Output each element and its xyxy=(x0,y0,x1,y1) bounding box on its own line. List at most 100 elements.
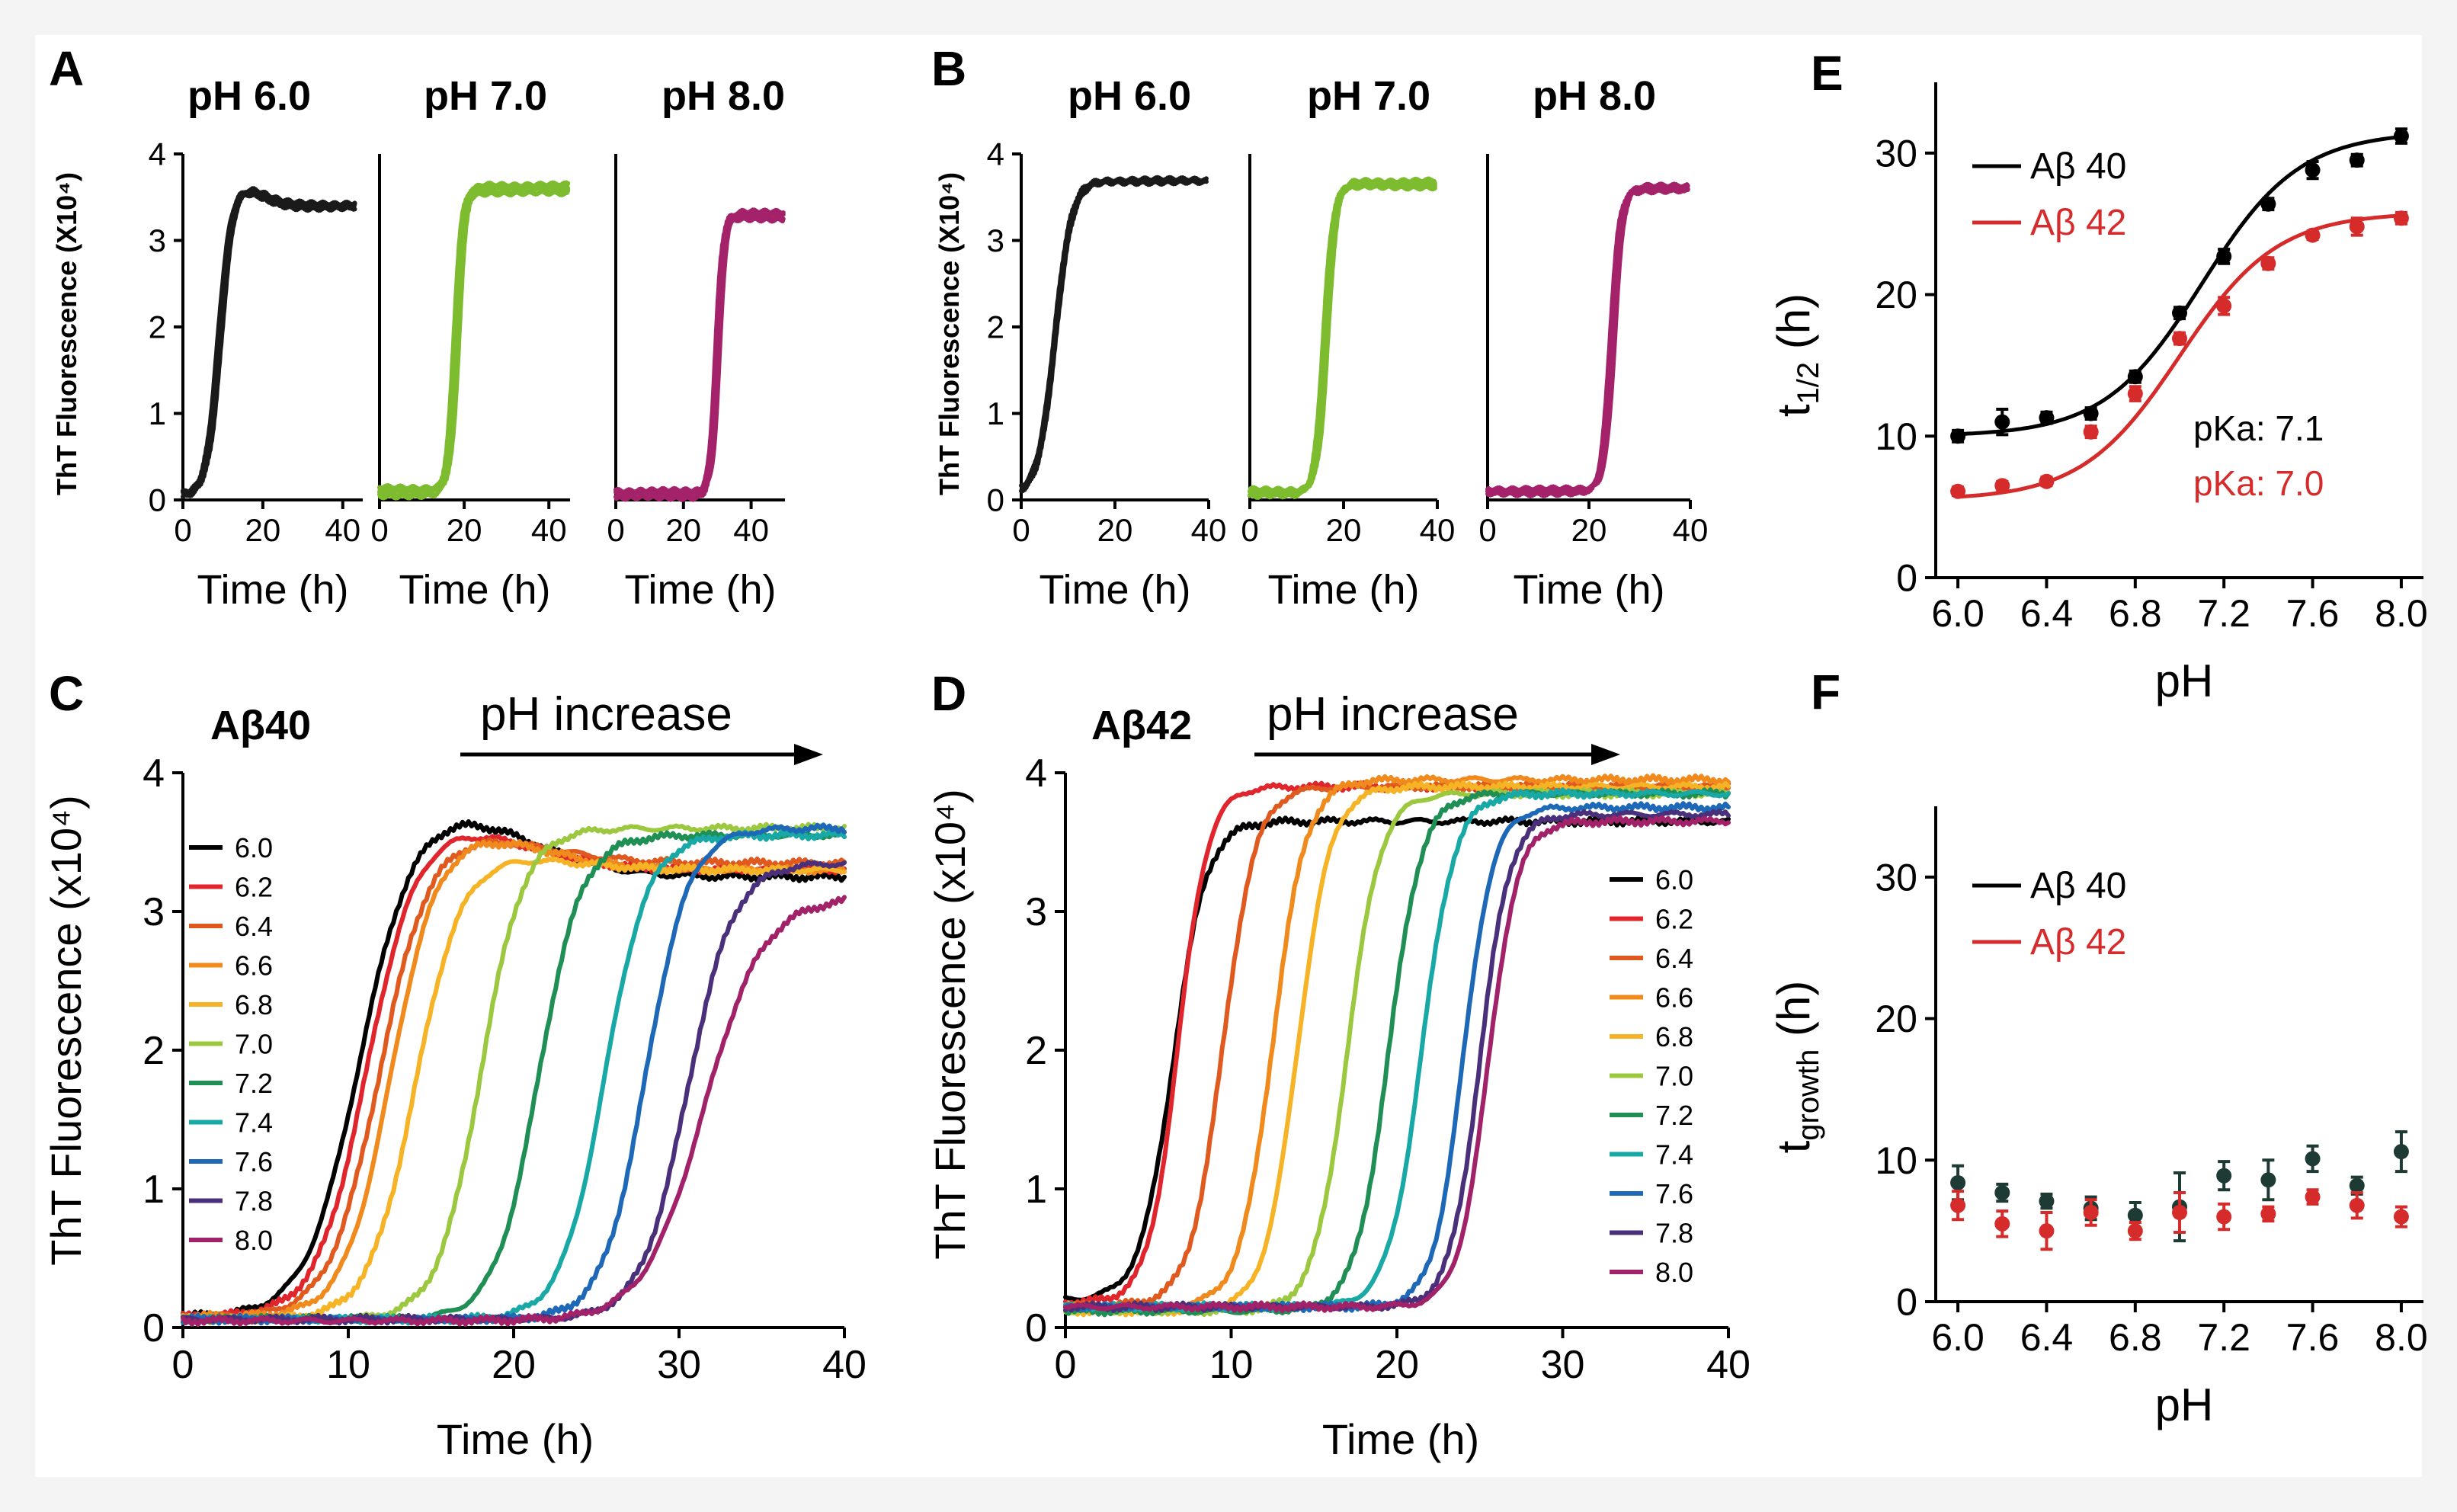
panel-f-ytick-label: 0 xyxy=(1896,1281,1917,1324)
panel-f-point xyxy=(2305,1189,2321,1205)
panel-e-point xyxy=(1994,478,2010,494)
panel-b-x-axis-label-2: Time (h) xyxy=(1514,567,1665,613)
panel-b-curve-0-rep1 xyxy=(1019,177,1209,494)
panel-c-xtick-label: 30 xyxy=(657,1343,701,1387)
panel-e-point xyxy=(1950,483,1966,499)
panel-e-plot: 0 10 20 30 6.0 6.4 6.8 7.2 7.6 8.0 xyxy=(1875,82,2428,635)
panel-e-xtick-label: 6.8 xyxy=(2109,592,2162,635)
panel-c-ph-increase-label: pH increase xyxy=(480,688,732,741)
panel-b-y-axis-label: ThT Fluorescence (X10⁴) xyxy=(934,172,965,495)
panel-c-legend-label: 6.8 xyxy=(235,989,273,1020)
panel-a-sub0-xtick-label: 0 xyxy=(174,512,191,548)
panel-e-point xyxy=(1950,428,1966,444)
panel-e-chart: 0 10 20 30 6.0 6.4 6.8 7.2 7.6 8.0 Aβ 40 Aβ 42 pK… xyxy=(1768,82,2428,706)
panel-b-sub1-xtick-label: 40 xyxy=(1420,512,1456,548)
panel-d-ytick-label: 3 xyxy=(1025,890,1047,934)
panel-c-ytick-label: 1 xyxy=(143,1168,165,1212)
panel-a-plot-ph7: 0 20 40 Time (h) xyxy=(370,154,571,613)
panel-f-point xyxy=(2039,1223,2055,1239)
panel-e-ytick-label: 30 xyxy=(1875,132,1917,175)
panel-e-pka-ab42: pKa: 7.0 xyxy=(2193,463,2324,503)
panel-f-point xyxy=(2305,1151,2321,1167)
panel-b-sub1-xtick-label: 0 xyxy=(1241,512,1258,548)
panel-d-legend: 6.0 6.2 6.4 6.6 6.8 7.0 7.2 7.4 7.6 7.8 8.0 xyxy=(1610,864,1693,1288)
panel-b-subtitle-ph6: pH 6.0 xyxy=(1068,73,1191,119)
panel-e-ytick-label: 20 xyxy=(1875,274,1917,316)
panel-b-sub0-ytick-label: 1 xyxy=(987,396,1004,431)
panel-f-legend: Aβ 40 Aβ 42 xyxy=(1972,866,2126,963)
panel-d-ytick-label: 2 xyxy=(1025,1029,1047,1073)
panel-d-ytick-label: 4 xyxy=(1025,751,1047,796)
panel-b-sub0-xtick-label: 0 xyxy=(1012,512,1030,548)
panel-d-xtick-label: 40 xyxy=(1706,1343,1751,1387)
panel-d-y-axis-label: ThT Fluorescence (x10⁴) xyxy=(926,789,974,1259)
panel-letter-d: D xyxy=(931,666,966,721)
panel-e-ytick-label: 10 xyxy=(1875,415,1917,458)
panel-c-ytick-label: 3 xyxy=(143,890,165,934)
panel-a-curve-0-rep2 xyxy=(181,187,357,498)
panel-f-ytick-label: 30 xyxy=(1875,856,1917,899)
panel-f-point xyxy=(2349,1197,2365,1213)
panel-f-plot: 0 10 20 30 6.0 6.4 6.8 7.2 7.6 8.0 xyxy=(1875,806,2428,1359)
panel-b-sub2-xtick-label: 0 xyxy=(1478,512,1496,548)
panel-e-xtick-label: 7.2 xyxy=(2197,592,2250,635)
panel-a-curve-2-rep2 xyxy=(613,210,786,498)
panel-c-ytick-label: 0 xyxy=(143,1306,165,1350)
panel-a-sub0-ytick-label: 0 xyxy=(149,482,166,518)
panel-a-sub2-xtick-label: 0 xyxy=(607,512,624,548)
panel-f-point xyxy=(2393,1144,2409,1160)
panel-b-sub1-xtick-label: 20 xyxy=(1326,512,1362,548)
panel-b-x-axis-label-1: Time (h) xyxy=(1268,567,1420,613)
panel-f-xtick-label: 7.6 xyxy=(2286,1316,2340,1359)
panel-d-legend-label: 6.2 xyxy=(1655,904,1693,935)
panel-c-y-axis-label: ThT Fluorescence (x10⁴) xyxy=(42,795,90,1265)
panel-c-legend-label: 7.8 xyxy=(235,1186,273,1217)
panel-f-point xyxy=(1994,1216,2010,1232)
panel-f-ytick-label: 10 xyxy=(1875,1139,1917,1182)
panel-f-xtick-label: 6.8 xyxy=(2109,1316,2162,1359)
panel-letter-f: F xyxy=(1811,665,1840,719)
panel-e-xtick-label: 6.4 xyxy=(2020,592,2074,635)
panel-f-ytick-label: 20 xyxy=(1875,998,1917,1040)
panel-f-point xyxy=(2260,1172,2276,1188)
panel-a-sub0-ytick-label: 2 xyxy=(149,309,166,345)
panel-d-ph-increase-label: pH increase xyxy=(1267,688,1519,741)
panel-f-point xyxy=(2083,1205,2099,1220)
panel-a-sub0-xtick-label: 20 xyxy=(245,512,281,548)
panel-c-xtick-label: 0 xyxy=(172,1343,194,1387)
panel-b-sub0-ytick-label: 0 xyxy=(987,482,1004,518)
panel-f-point xyxy=(2349,1177,2365,1193)
panel-a-sub1-xtick-label: 40 xyxy=(531,512,567,548)
panel-d-curve-6.0 xyxy=(1063,815,1731,1302)
panel-c-xtick-label: 40 xyxy=(822,1343,867,1387)
panel-f-x-axis-label: pH xyxy=(2155,1379,2214,1430)
panel-f-xtick-label: 8.0 xyxy=(2375,1316,2428,1359)
panel-f-xtick-label: 6.4 xyxy=(2020,1316,2074,1359)
panel-e-point xyxy=(2349,152,2365,168)
panel-d-xtick-label: 30 xyxy=(1541,1343,1585,1387)
panel-e-y-axis-label: t1/2 (h) xyxy=(1768,293,1825,417)
panel-a-x-axis-label-1: Time (h) xyxy=(399,567,551,613)
panel-e-point xyxy=(2216,298,2232,314)
panel-d-legend-label: 6.0 xyxy=(1655,864,1693,895)
panel-c-xtick-label: 20 xyxy=(492,1343,536,1387)
panel-e-point xyxy=(2039,473,2055,489)
panel-c-legend-label: 7.4 xyxy=(235,1107,273,1139)
panel-e-point xyxy=(2083,424,2099,440)
panel-d-legend-label: 7.4 xyxy=(1655,1139,1693,1171)
panel-e-point xyxy=(2349,219,2365,235)
panel-b-sub0-xtick-label: 40 xyxy=(1191,512,1227,548)
panel-letter-c: C xyxy=(49,666,84,721)
panel-d-xtick-label: 20 xyxy=(1375,1343,1419,1387)
panel-a-sub1-xtick-label: 0 xyxy=(370,512,388,548)
panel-f-point xyxy=(1950,1197,1966,1213)
panel-c-legend-label: 7.2 xyxy=(235,1068,273,1099)
panel-c-legend-label: 6.4 xyxy=(235,911,273,942)
